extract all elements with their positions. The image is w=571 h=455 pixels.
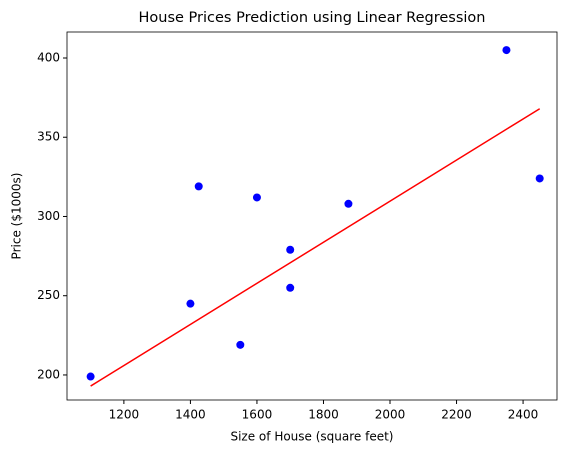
x-tick-label: 2200 <box>441 408 472 422</box>
y-tick-label: 300 <box>37 209 60 223</box>
y-tick-label: 250 <box>37 288 60 302</box>
data-point <box>236 340 245 349</box>
data-point <box>194 182 203 191</box>
x-tick-label: 1200 <box>109 408 140 422</box>
regression-line <box>90 108 541 387</box>
x-axis-label: Size of House (square feet) <box>230 430 393 444</box>
x-tick-label: 2000 <box>375 408 406 422</box>
data-point <box>344 199 353 208</box>
data-point <box>86 372 95 381</box>
y-tick-label: 400 <box>37 50 60 64</box>
y-axis-label: Price ($1000s) <box>10 173 24 260</box>
y-tick-label: 200 <box>37 367 60 381</box>
data-point <box>502 46 511 55</box>
data-point <box>252 193 261 202</box>
data-point <box>286 283 295 292</box>
x-tick-label: 1600 <box>242 408 273 422</box>
x-tick-label: 1800 <box>308 408 339 422</box>
y-tick-label: 350 <box>37 130 60 144</box>
x-tick-label: 2400 <box>508 408 539 422</box>
x-tick-label: 1400 <box>175 408 206 422</box>
data-point <box>535 174 544 183</box>
data-point <box>186 299 195 308</box>
plot-frame <box>66 31 558 401</box>
data-point <box>286 245 295 254</box>
chart-title: House Prices Prediction using Linear Reg… <box>139 10 486 26</box>
